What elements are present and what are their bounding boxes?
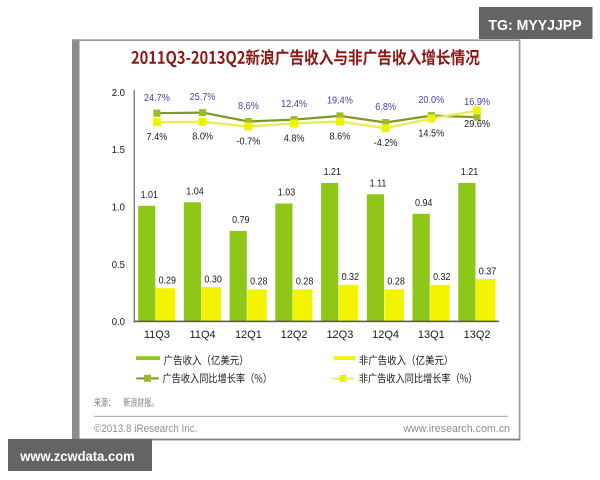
svg-text:20.0%: 20.0% <box>418 95 444 107</box>
svg-text:TG: MYYJJPP: TG: MYYJJPP <box>488 18 581 34</box>
svg-text:0.28: 0.28 <box>250 276 267 288</box>
svg-text:0.5: 0.5 <box>112 259 126 270</box>
svg-text:6.8%: 6.8% <box>375 102 396 114</box>
svg-text:©2013.8 iResearch Inc.: ©2013.8 iResearch Inc. <box>94 423 197 435</box>
svg-text:13Q1: 13Q1 <box>418 329 445 341</box>
svg-text:12.4%: 12.4% <box>281 99 307 111</box>
svg-text:25.7%: 25.7% <box>190 92 216 104</box>
svg-text:1.21: 1.21 <box>324 166 341 178</box>
svg-text:8.0%: 8.0% <box>192 131 213 143</box>
svg-text:1.21: 1.21 <box>461 166 478 178</box>
svg-text:0.29: 0.29 <box>159 275 176 287</box>
svg-text:1.01: 1.01 <box>141 189 158 201</box>
svg-text:www.zcwdata.com: www.zcwdata.com <box>19 448 134 464</box>
svg-text:29.6%: 29.6% <box>464 119 490 131</box>
svg-text:13Q2: 13Q2 <box>464 329 491 341</box>
svg-text:0.32: 0.32 <box>433 272 450 284</box>
svg-text:-4.2%: -4.2% <box>374 138 398 150</box>
svg-text:0.32: 0.32 <box>342 272 359 284</box>
svg-text:24.7%: 24.7% <box>144 92 170 104</box>
svg-text:19.4%: 19.4% <box>327 95 353 107</box>
svg-text:16.9%: 16.9% <box>464 96 490 108</box>
svg-text:7.4%: 7.4% <box>146 132 167 144</box>
svg-text:0.28: 0.28 <box>387 276 404 288</box>
svg-text:1.0: 1.0 <box>112 202 126 213</box>
svg-text:12Q3: 12Q3 <box>326 329 353 341</box>
svg-text:1.11: 1.11 <box>370 178 387 190</box>
svg-text:-0.7%: -0.7% <box>236 136 260 148</box>
svg-text:0.79: 0.79 <box>232 214 249 226</box>
svg-text:0.94: 0.94 <box>415 197 433 209</box>
svg-text:2.0: 2.0 <box>112 88 126 99</box>
svg-text:1.04: 1.04 <box>186 186 204 198</box>
svg-text:11Q4: 11Q4 <box>190 329 216 341</box>
svg-text:0.30: 0.30 <box>204 274 221 286</box>
svg-text:12Q4: 12Q4 <box>372 329 399 341</box>
svg-text:0.37: 0.37 <box>479 266 496 278</box>
svg-text:4.8%: 4.8% <box>284 133 305 145</box>
svg-text:www.iresearch.com.cn: www.iresearch.com.cn <box>402 423 510 435</box>
svg-text:0.28: 0.28 <box>296 276 313 288</box>
svg-text:1.03: 1.03 <box>278 187 295 199</box>
svg-text:0.0: 0.0 <box>112 317 126 328</box>
svg-text:11Q3: 11Q3 <box>144 329 170 341</box>
svg-text:8.6%: 8.6% <box>329 131 350 143</box>
svg-text:12Q2: 12Q2 <box>281 329 308 341</box>
svg-text:14.5%: 14.5% <box>418 128 444 140</box>
svg-text:8.6%: 8.6% <box>238 101 259 113</box>
svg-text:1.5: 1.5 <box>112 145 126 156</box>
svg-text:12Q1: 12Q1 <box>235 329 262 341</box>
